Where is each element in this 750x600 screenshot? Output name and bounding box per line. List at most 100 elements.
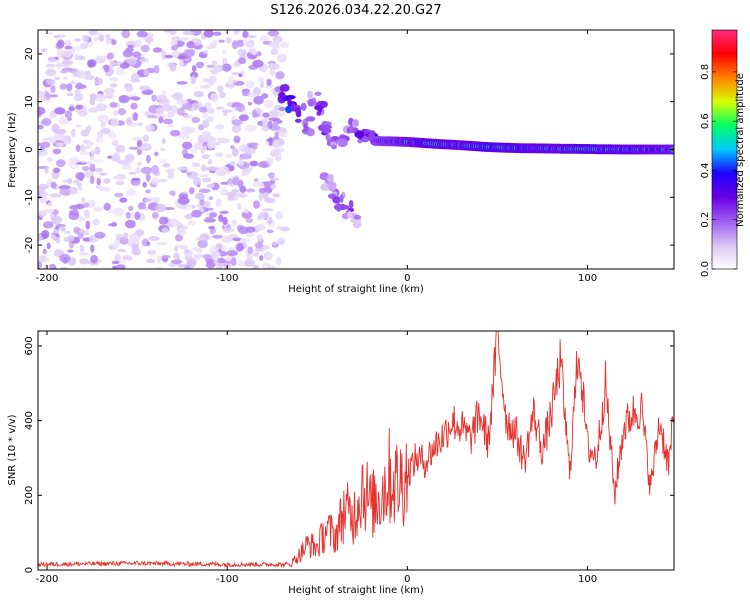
heatmap-cell	[137, 161, 142, 166]
heatmap-cell	[266, 79, 272, 86]
heatmap-cell	[53, 35, 60, 39]
heatmap-cell	[264, 197, 276, 204]
heatmap-cell	[263, 185, 273, 194]
spectrogram-y-tick-label: -10	[24, 189, 35, 205]
heatmap-cell	[274, 38, 283, 43]
heatmap-cell	[51, 123, 60, 133]
heatmap-cell	[262, 112, 271, 118]
heatmap-cell	[71, 128, 76, 138]
heatmap-cell	[56, 142, 65, 147]
heatmap-cell	[252, 200, 261, 209]
heatmap-cell	[252, 109, 257, 119]
heatmap-cell	[169, 63, 177, 72]
heatmap-cell	[192, 176, 202, 186]
heatmap-cell	[90, 244, 95, 253]
heatmap-cell	[75, 144, 81, 152]
heatmap-cell	[258, 212, 270, 220]
heatmap-cell	[239, 238, 251, 243]
heatmap-cell	[218, 39, 225, 43]
heatmap-cell	[190, 148, 198, 154]
figure-title: S126.2026.034.22.20.G27	[270, 3, 441, 18]
heatmap-cell	[80, 159, 86, 163]
heatmap-cell	[64, 39, 72, 48]
heatmap-cell	[93, 159, 104, 163]
heatmap-cell	[244, 124, 257, 133]
heatmap-cell	[100, 127, 111, 135]
heatmap-cell	[76, 69, 86, 79]
heatmap-cell	[142, 134, 150, 142]
heatmap-cell	[245, 218, 254, 223]
heatmap-cell	[167, 171, 174, 180]
heatmap-cell	[332, 196, 341, 204]
heatmap-cell	[210, 251, 221, 258]
heatmap-cell	[108, 223, 117, 227]
heatmap-cell	[243, 208, 249, 214]
heatmap-cell	[137, 202, 146, 210]
heatmap-cell	[216, 85, 224, 93]
heatmap-cell	[108, 131, 117, 140]
heatmap-cell	[41, 137, 54, 142]
heatmap-cell	[348, 200, 354, 209]
heatmap-cell	[258, 192, 263, 202]
heatmap-cell	[277, 137, 285, 146]
snr-x-tick-label: 0	[404, 574, 410, 585]
heatmap-cell	[199, 199, 205, 206]
heatmap-cell	[130, 102, 138, 110]
heatmap-cell	[53, 76, 61, 81]
heatmap-cell	[122, 49, 133, 58]
snr-x-tick-label: -200	[36, 574, 59, 585]
heatmap-cell	[314, 105, 323, 111]
heatmap-cell	[139, 58, 150, 63]
heatmap-cell	[113, 239, 120, 248]
heatmap-cell	[130, 73, 140, 82]
heatmap-cell	[59, 83, 68, 90]
heatmap-cell	[161, 255, 171, 259]
colorbar-tick-label: 0.8	[700, 64, 711, 80]
heatmap-cell	[151, 165, 160, 174]
heatmap-cell	[294, 107, 300, 113]
heatmap-cell	[275, 211, 284, 220]
heatmap-cell	[247, 246, 254, 254]
heatmap-cell	[211, 39, 218, 45]
heatmap-cell	[46, 31, 54, 35]
heatmap-cell	[238, 259, 244, 266]
heatmap-cell	[134, 211, 141, 220]
heatmap-cell	[140, 44, 150, 53]
heatmap-cell	[80, 197, 86, 203]
heatmap-cell	[85, 141, 94, 147]
heatmap-cell	[278, 106, 286, 112]
heatmap-cell	[189, 187, 195, 195]
heatmap-cell	[123, 232, 129, 239]
heatmap-cell	[91, 219, 100, 225]
heatmap-cell	[50, 215, 63, 225]
heatmap-cell	[340, 205, 350, 210]
heatmap-cell	[225, 83, 236, 87]
heatmap-cell	[89, 93, 98, 100]
heatmap-cell	[112, 110, 119, 116]
heatmap-cell	[100, 120, 106, 129]
heatmap-cell	[43, 221, 54, 229]
colorbar-tick-label: 0.2	[700, 212, 711, 228]
heatmap-cell	[187, 220, 196, 226]
heatmap-cell	[54, 107, 66, 115]
heatmap-cell	[238, 73, 243, 78]
heatmap-cell	[331, 144, 337, 150]
heatmap-cell	[78, 172, 84, 182]
heatmap-cell	[46, 242, 51, 250]
heatmap-cell	[217, 257, 226, 264]
heatmap-cell	[215, 106, 225, 110]
heatmap-cell	[232, 147, 239, 157]
heatmap-cell	[245, 226, 256, 233]
snr-panel: -200 -100 0 100 0 200 400 600 Height of straigh…	[7, 330, 675, 596]
heatmap-cell	[206, 207, 214, 211]
heatmap-cell	[63, 49, 72, 58]
heatmap-cell	[260, 80, 265, 89]
heatmap-cell	[70, 80, 76, 85]
heatmap-cell	[64, 45, 73, 50]
heatmap-cell	[178, 133, 190, 140]
heatmap-cell	[253, 142, 258, 150]
colorbar-tick-label: 0.4	[700, 162, 711, 178]
heatmap-cell	[142, 181, 147, 188]
heatmap-cell	[231, 119, 243, 126]
heatmap-cell	[48, 263, 57, 269]
